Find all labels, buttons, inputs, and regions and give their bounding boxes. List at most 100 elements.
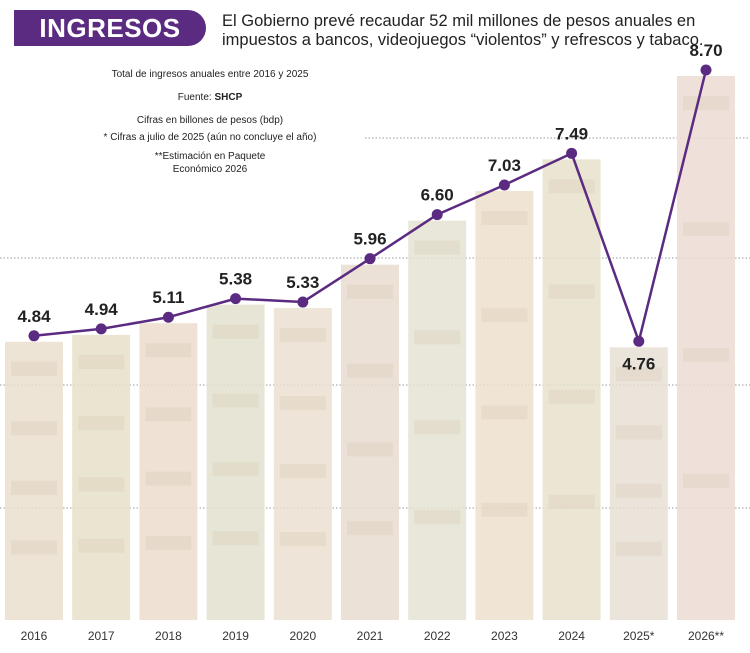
banknote-texture [347,284,393,299]
banknote-texture [145,471,192,486]
x-tick-label: 2022 [424,629,451,643]
banknote-column [72,334,131,620]
headline: El Gobierno prevé recaudar 52 mil millon… [222,12,704,49]
banknote-texture [11,421,57,436]
footnote-1: * Cifras a julio de 2025 (aún no concluy… [103,132,317,143]
banknote-column [408,220,467,620]
x-tick-label: 2026** [688,629,724,643]
banknote-column [475,190,534,620]
chart-notes: Total de ingresos anuales entre 2016 y 2… [95,68,325,176]
data-point [364,253,376,265]
banknote-texture [212,324,259,339]
data-point [230,293,242,305]
banknote-texture [212,393,259,408]
banknote-texture [481,210,528,225]
x-tick-label: 2017 [88,629,115,643]
banknote-texture [279,328,326,343]
chart-subtitle: Total de ingresos anuales entre 2016 y 2… [111,69,309,80]
banknote-texture [414,240,461,255]
value-label: 4.94 [85,300,119,319]
banknote-texture [11,540,57,555]
value-label: 5.33 [286,273,319,292]
source-line: Fuente: SHCP [95,91,325,104]
banknote-column [139,323,198,620]
value-label: 7.03 [488,156,521,175]
banknote-column [542,159,601,620]
data-point [431,209,443,221]
value-label: 5.96 [353,230,386,249]
data-point [498,179,510,191]
banknote-texture [683,348,729,362]
banknote-column [341,264,399,620]
banknote-texture [78,538,125,553]
banknote-texture [279,532,326,547]
value-label: 5.38 [219,270,252,289]
x-tick-label: 2016 [21,629,48,643]
value-label: 4.76 [622,354,655,373]
banknote-texture [548,284,595,299]
value-label: 8.70 [689,41,722,60]
banknote-texture [212,462,259,477]
banknote-texture [615,367,662,382]
data-point [633,335,645,347]
units-note: Cifras en billones de pesos (bdp) [136,115,284,126]
x-tick-label: 2024 [558,629,585,643]
banknote-texture [11,480,57,495]
banknote-texture [347,442,393,457]
banknote-texture [145,343,192,358]
banknote-column [677,76,735,620]
banknote-column [609,347,668,620]
banknote-texture [548,179,595,194]
banknote-texture [279,396,326,411]
banknote-texture [78,416,125,431]
value-label: 6.60 [421,186,454,205]
banknote-texture [414,510,461,525]
banknote-texture [414,420,461,435]
banknote-columns [5,76,735,620]
value-labels: 4.84 4.94 5.11 5.38 5.33 5.96 6.60 7.03 7.49 4.76… [17,41,722,373]
banknote-column [206,304,265,620]
data-point [162,311,174,323]
section-badge-label: INGRESOS [39,12,181,43]
banknote-texture [279,464,326,479]
source-prefix: Fuente: [177,92,212,103]
section-badge: INGRESOS [14,10,206,46]
banknote-texture [548,389,595,404]
source-name: SHCP [214,92,243,103]
x-axis-labels: 2016 2017 2018 2019 2020 2021 2022 2023 2024 2025… [21,629,725,643]
banknote-texture [347,363,393,378]
banknote-texture [683,222,729,236]
data-point [700,64,712,76]
banknote-texture [78,477,125,492]
banknote-texture [615,483,662,498]
banknote-texture [11,361,57,376]
banknote-texture [347,521,393,536]
banknote-texture [481,502,528,517]
data-point [95,323,107,335]
banknote-texture [683,96,729,110]
x-tick-label: 2020 [289,629,316,643]
banknote-texture [481,308,528,323]
banknote-texture [548,494,595,509]
x-tick-label: 2023 [491,629,518,643]
banknote-texture [615,541,662,556]
x-tick-label: 2021 [357,629,384,643]
banknote-texture [683,474,729,488]
banknote-column [273,308,332,620]
data-points [28,64,712,347]
data-point [28,330,40,342]
banknote-texture [414,330,461,345]
banknote-texture [78,354,125,369]
banknote-texture [212,531,259,546]
value-label: 7.49 [555,124,588,143]
footnote-2: **Estimación en Paquete Económico 2026 [154,151,266,175]
value-label: 5.11 [152,288,184,307]
banknote-texture [615,425,662,440]
x-tick-label: 2019 [222,629,249,643]
x-tick-label: 2018 [155,629,182,643]
banknote-column [5,341,63,620]
banknote-texture [481,405,528,420]
banknote-texture [145,407,192,422]
x-tick-label: 2025* [623,629,655,643]
